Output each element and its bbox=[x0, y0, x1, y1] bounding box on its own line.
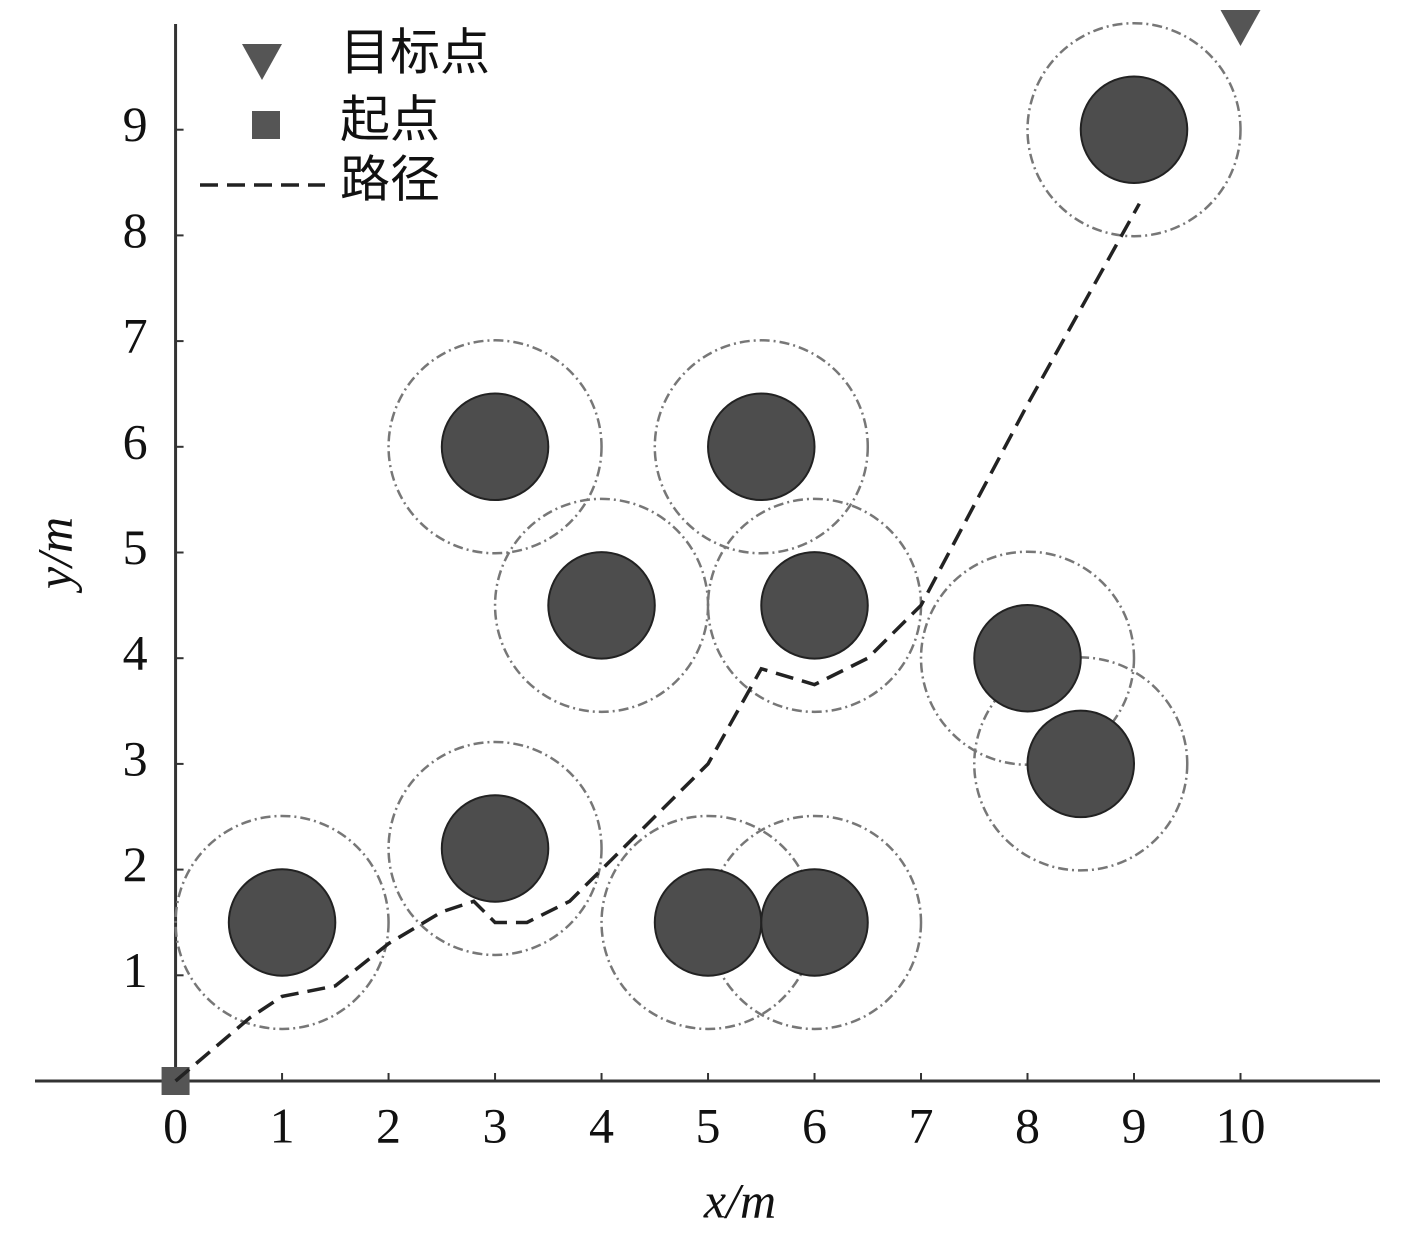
x-tick-label: 8 bbox=[1015, 1097, 1040, 1153]
x-tick-label: 1 bbox=[270, 1097, 295, 1153]
obstacle bbox=[1079, 75, 1189, 184]
obstacle bbox=[227, 868, 337, 977]
obstacle bbox=[973, 603, 1082, 713]
x-tick-label: 9 bbox=[1122, 1097, 1147, 1153]
safety-circle bbox=[387, 339, 603, 555]
obstacle bbox=[547, 551, 656, 660]
y-tick-label: 5 bbox=[123, 519, 148, 575]
y-axis-label: y/m bbox=[26, 517, 82, 594]
legend-label: 起点 bbox=[340, 91, 440, 147]
safety-circle bbox=[387, 740, 603, 957]
obstacle bbox=[653, 868, 763, 977]
legend-label: 路径 bbox=[340, 151, 440, 207]
x-tick-label: 4 bbox=[589, 1097, 614, 1153]
safety-circle bbox=[1026, 21, 1242, 238]
x-axis-label: x/m bbox=[703, 1172, 776, 1228]
obstacle bbox=[440, 794, 550, 903]
x-tick-label: 7 bbox=[909, 1097, 934, 1153]
safety-circle bbox=[174, 814, 390, 1031]
legend-marker bbox=[252, 111, 280, 139]
obstacle bbox=[440, 392, 550, 502]
y-tick-label: 3 bbox=[123, 730, 148, 786]
x-tick-label: 2 bbox=[376, 1097, 401, 1153]
obstacle bbox=[1026, 709, 1136, 819]
y-tick-label: 7 bbox=[123, 308, 148, 364]
legend-marker bbox=[242, 44, 282, 80]
y-tick-label: 1 bbox=[123, 942, 148, 998]
y-tick-label: 8 bbox=[123, 202, 148, 258]
x-tick-label: 10 bbox=[1215, 1097, 1265, 1153]
obstacle bbox=[760, 868, 869, 977]
obstacle bbox=[707, 392, 816, 502]
y-tick-label: 6 bbox=[123, 413, 148, 469]
x-tick-label: 6 bbox=[802, 1097, 827, 1153]
legend-label: 目标点 bbox=[340, 24, 490, 80]
x-tick-label: 0 bbox=[163, 1097, 188, 1153]
path-line bbox=[174, 202, 1141, 1083]
x-tick-label: 3 bbox=[483, 1097, 508, 1153]
target-marker bbox=[1220, 10, 1261, 46]
y-tick-label: 4 bbox=[123, 625, 148, 681]
y-tick-label: 9 bbox=[123, 96, 148, 152]
x-tick-label: 5 bbox=[696, 1097, 721, 1153]
safety-circle bbox=[653, 339, 870, 555]
obstacle bbox=[760, 551, 869, 660]
y-tick-label: 2 bbox=[123, 836, 148, 892]
